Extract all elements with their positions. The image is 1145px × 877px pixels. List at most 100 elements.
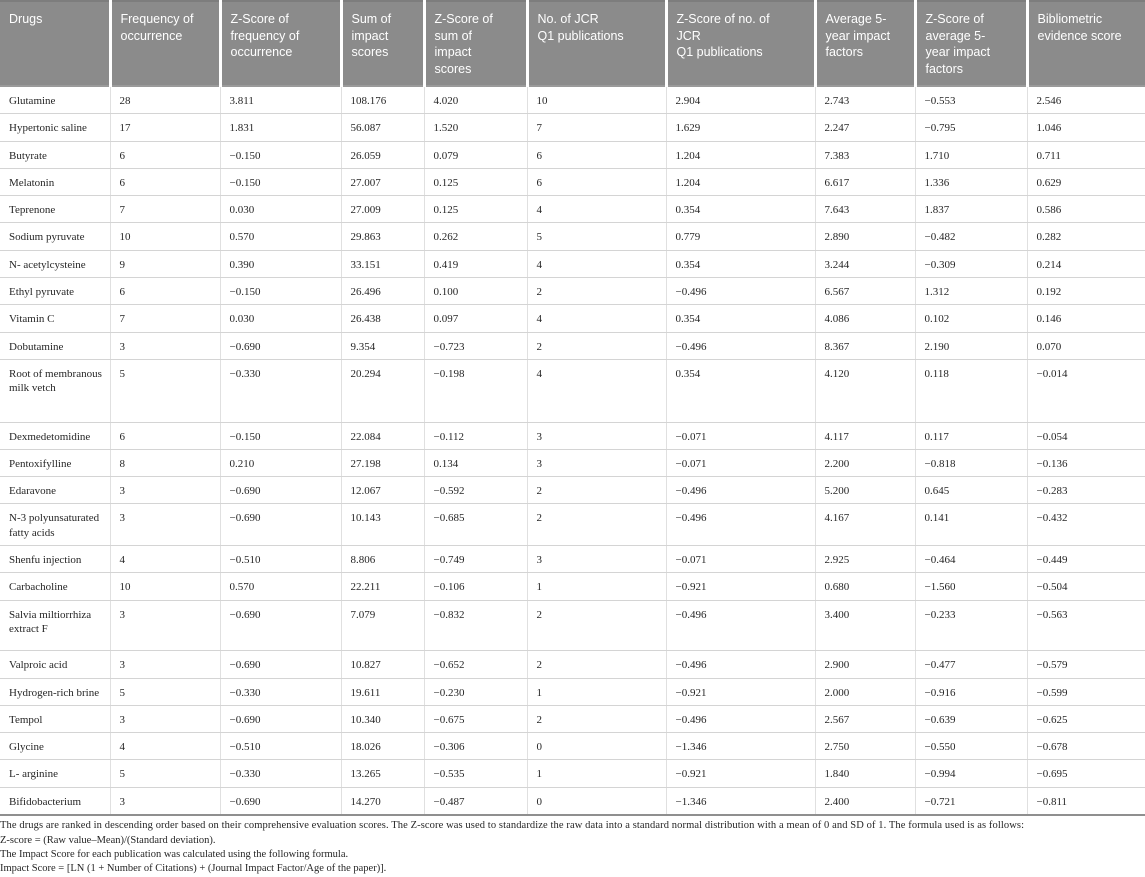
- value-cell: 1.520: [424, 113, 528, 142]
- value-cell: −0.690: [220, 787, 342, 816]
- value-cell: 2.546: [1027, 86, 1145, 115]
- footnote-impact-score-note: The Impact Score for each publication wa…: [0, 848, 349, 860]
- table-header: Drugs Frequency of occurrence Z-Score of f…: [0, 0, 1145, 87]
- value-cell: 3: [110, 650, 221, 679]
- value-cell: 0.282: [1027, 222, 1145, 251]
- value-cell: 6: [110, 422, 221, 450]
- value-cell: −0.150: [220, 141, 342, 169]
- value-cell: −0.916: [915, 678, 1028, 706]
- drug-name-cell: Dexmedetomidine: [0, 422, 111, 450]
- value-cell: 14.270: [341, 787, 425, 816]
- value-cell: 10: [110, 222, 221, 251]
- value-cell: 3: [527, 449, 667, 478]
- value-cell: 2.925: [815, 545, 916, 574]
- value-cell: −0.832: [424, 600, 528, 652]
- column-header-8: Z-Score of average 5- year impact factor…: [913, 0, 1027, 87]
- value-cell: −0.678: [1027, 732, 1145, 761]
- table-row: Valproic acid 3 −0.690 10.827 −0.652 2 −0.496 2…: [0, 650, 1145, 679]
- value-cell: 0.030: [220, 304, 342, 333]
- value-cell: 2.200: [815, 449, 916, 478]
- value-cell: −0.136: [1027, 449, 1145, 478]
- value-cell: 10.340: [341, 705, 425, 734]
- value-cell: 0.419: [424, 250, 528, 279]
- value-cell: 22.211: [341, 572, 425, 601]
- value-cell: 1.837: [915, 195, 1028, 224]
- column-header-0: Drugs: [0, 0, 110, 87]
- value-cell: 9: [110, 250, 221, 279]
- value-cell: 7.643: [815, 195, 916, 224]
- table-row: Hypertonic saline 17 1.831 56.087 1.520 7 1.62…: [0, 113, 1145, 142]
- drug-name-cell: Sodium pyruvate: [0, 222, 111, 251]
- value-cell: 33.151: [341, 250, 425, 279]
- value-cell: −0.482: [915, 222, 1028, 251]
- table-row: Butyrate 6 −0.150 26.059 0.079 6 1.204 7.383 1.7…: [0, 141, 1145, 169]
- value-cell: 26.496: [341, 277, 425, 306]
- value-cell: −0.504: [1027, 572, 1145, 601]
- column-header-3: Sum of impact scores: [339, 0, 424, 87]
- value-cell: 0.711: [1027, 141, 1145, 169]
- column-header-1: Frequency of occurrence: [108, 0, 220, 87]
- value-cell: −0.496: [666, 476, 816, 505]
- value-cell: −0.639: [915, 705, 1028, 734]
- drug-name-cell: Glutamine: [0, 86, 111, 115]
- drug-name-cell: Bifidobacterium: [0, 787, 111, 816]
- table-row: Bifidobacterium 3 −0.690 14.270 −0.487 0 −1.34…: [0, 787, 1145, 816]
- drug-name-cell: Ethyl pyruvate: [0, 277, 111, 306]
- value-cell: 3.244: [815, 250, 916, 279]
- value-cell: 1: [527, 572, 667, 601]
- value-cell: 2.000: [815, 678, 916, 706]
- value-cell: 7: [110, 195, 221, 224]
- footnote-zscore-formula: Z-score = (Raw value–Mean)/(Standard dev…: [0, 834, 216, 846]
- value-cell: 3: [110, 600, 221, 652]
- value-cell: −0.054: [1027, 422, 1145, 450]
- value-cell: −0.464: [915, 545, 1028, 574]
- footnote-ranking-note: The drugs are ranked in descending order…: [0, 820, 1025, 832]
- value-cell: −0.695: [1027, 759, 1145, 788]
- drug-name-cell: Salvia miltiorrhiza extract F: [0, 600, 111, 652]
- drug-name-cell: Glycine: [0, 732, 111, 761]
- table-row: Edaravone 3 −0.690 12.067 −0.592 2 −0.496 5.200…: [0, 476, 1145, 505]
- value-cell: 56.087: [341, 113, 425, 142]
- value-cell: 4.117: [815, 422, 916, 450]
- value-cell: 7: [110, 304, 221, 333]
- value-cell: −0.749: [424, 545, 528, 574]
- value-cell: −0.685: [424, 503, 528, 547]
- value-cell: 2.567: [815, 705, 916, 734]
- value-cell: −0.150: [220, 422, 342, 450]
- value-cell: 2.890: [815, 222, 916, 251]
- value-cell: 3: [110, 787, 221, 816]
- value-cell: 0.118: [915, 359, 1028, 423]
- table-row: Sodium pyruvate 10 0.570 29.863 0.262 5 0.779 2…: [0, 222, 1145, 251]
- value-cell: −0.690: [220, 503, 342, 547]
- value-cell: 2.247: [815, 113, 916, 142]
- value-cell: 10: [527, 86, 667, 115]
- value-cell: −0.599: [1027, 678, 1145, 706]
- value-cell: 0.030: [220, 195, 342, 224]
- value-cell: 3: [527, 545, 667, 574]
- value-cell: 2: [527, 332, 667, 360]
- value-cell: −0.690: [220, 705, 342, 734]
- value-cell: 2.190: [915, 332, 1028, 360]
- drug-name-cell: Hypertonic saline: [0, 113, 111, 142]
- value-cell: 6.567: [815, 277, 916, 306]
- table-row: Dexmedetomidine 6 −0.150 22.084 −0.112 3 −0.07…: [0, 422, 1145, 450]
- value-cell: 2.743: [815, 86, 916, 115]
- value-cell: −0.496: [666, 600, 816, 652]
- column-header-6: Z-Score of no. of JCR Q1 publications: [664, 0, 815, 87]
- value-cell: 26.059: [341, 141, 425, 169]
- value-cell: −0.563: [1027, 600, 1145, 652]
- value-cell: 8.367: [815, 332, 916, 360]
- value-cell: 2: [527, 705, 667, 734]
- value-cell: 29.863: [341, 222, 425, 251]
- drug-name-cell: Butyrate: [0, 141, 111, 169]
- value-cell: 0.586: [1027, 195, 1145, 224]
- footnote-impact-score-formula: Impact Score = [LN (1 + Number of Citati…: [0, 863, 387, 875]
- value-cell: 0.070: [1027, 332, 1145, 360]
- value-cell: 19.611: [341, 678, 425, 706]
- value-cell: 3: [527, 422, 667, 450]
- value-cell: −0.496: [666, 503, 816, 547]
- column-header-9: Bibliometric evidence score: [1025, 0, 1145, 87]
- value-cell: −1.560: [915, 572, 1028, 601]
- value-cell: 0.192: [1027, 277, 1145, 306]
- table-body: Glutamine 28 3.811 108.176 4.020 10 2.904 2.743…: [0, 86, 1145, 816]
